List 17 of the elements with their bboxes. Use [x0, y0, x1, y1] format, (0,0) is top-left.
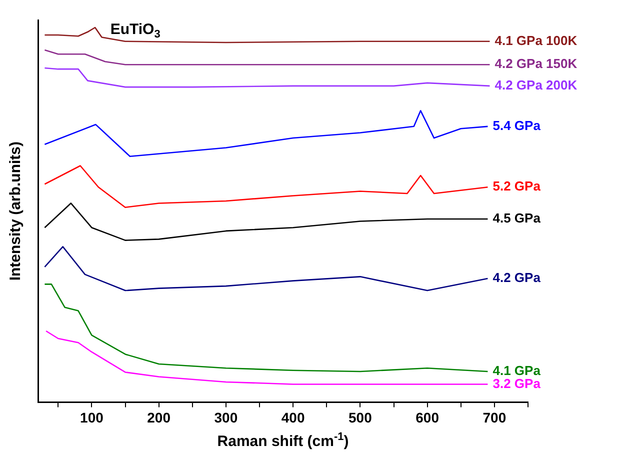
- series-label: 3.2 GPa: [492, 376, 542, 391]
- series-label: 4.1 GPa 100K: [494, 32, 578, 48]
- series-label: 5.4 GPa: [492, 118, 542, 133]
- y-axis-title: Intensity (arb.units): [7, 142, 24, 281]
- series-label: 4.5 GPa: [492, 210, 542, 226]
- series-label: 5.2 GPa: [492, 178, 542, 194]
- series-label: 4.2 GPa 200K: [494, 78, 578, 93]
- x-tick-label: 300: [214, 409, 238, 426]
- series-label: 4.2 GPa 150K: [494, 56, 578, 72]
- x-tick-label: 100: [80, 409, 104, 426]
- x-tick-label: 700: [482, 409, 506, 426]
- x-tick-label: 400: [281, 409, 305, 426]
- x-tick-label: 600: [416, 409, 440, 426]
- series-label: 4.2 GPa: [492, 270, 542, 286]
- series-label: 4.1 GPa: [492, 363, 542, 378]
- x-tick-label: 200: [147, 409, 171, 426]
- x-tick-label: 500: [348, 409, 372, 426]
